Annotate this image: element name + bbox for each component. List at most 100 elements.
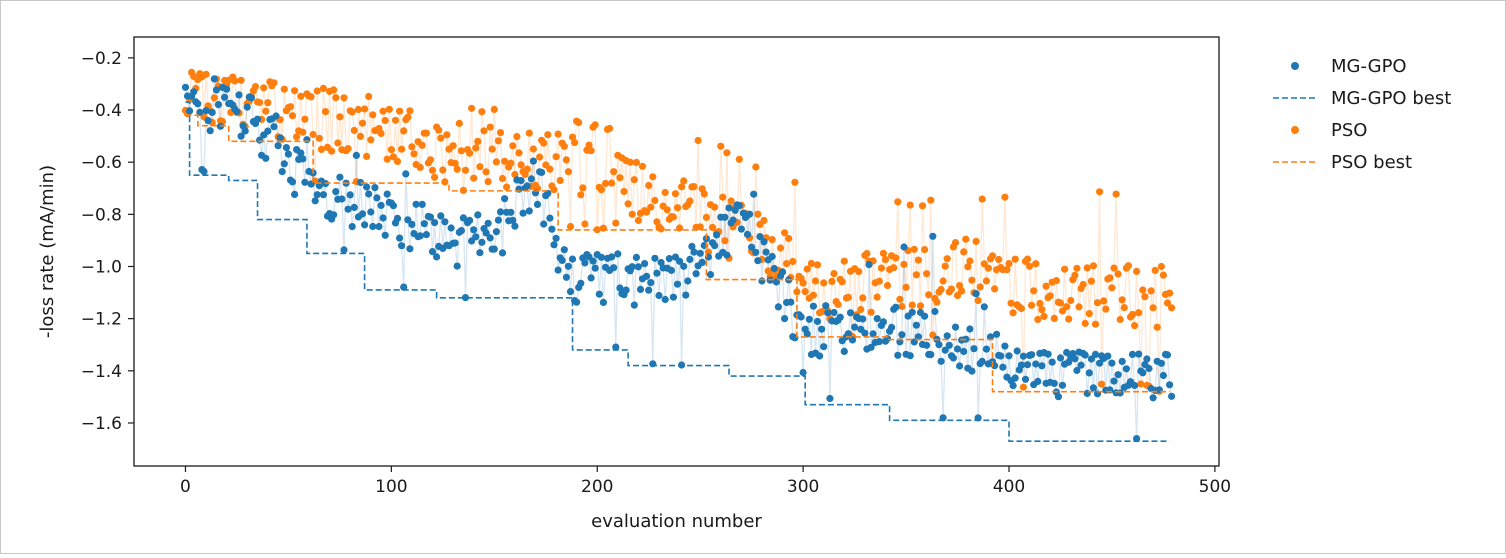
- point-pso: [356, 132, 365, 140]
- point-pso: [1083, 264, 1091, 272]
- point-pso: [1073, 264, 1081, 272]
- point-pso: [488, 145, 496, 153]
- point-mg-gpo: [799, 368, 807, 377]
- point-mg-gpo: [558, 256, 566, 264]
- point-pso: [647, 203, 655, 211]
- point-pso: [855, 268, 863, 276]
- point-pso: [1061, 265, 1069, 273]
- point-pso: [210, 94, 218, 102]
- point-pso: [638, 162, 647, 170]
- point-pso: [585, 141, 593, 149]
- point-pso: [256, 98, 264, 107]
- point-mg-gpo: [274, 142, 282, 150]
- point-mg-gpo: [848, 336, 857, 344]
- point-mg-gpo: [787, 298, 795, 306]
- point-mg-gpo: [676, 257, 684, 265]
- point-pso: [960, 248, 968, 256]
- scatter-points: [181, 68, 1176, 443]
- point-pso: [1003, 266, 1011, 274]
- point-pso: [385, 105, 393, 113]
- point-mg-gpo: [818, 325, 826, 333]
- point-mg-gpo: [731, 206, 739, 214]
- point-mg-gpo: [686, 255, 694, 263]
- point-mg-gpo: [805, 315, 813, 323]
- point-pso: [426, 156, 435, 164]
- point-pso: [696, 223, 704, 231]
- point-mg-gpo: [993, 330, 1001, 338]
- point-pso: [1005, 260, 1013, 268]
- point-mg-gpo: [214, 101, 222, 109]
- point-pso: [894, 198, 902, 206]
- point-pso: [1098, 380, 1106, 388]
- point-pso: [509, 142, 517, 150]
- point-mg-gpo: [208, 108, 216, 116]
- point-pso: [321, 108, 330, 116]
- point-mg-gpo: [431, 219, 439, 227]
- legend-marker-icon: [1291, 126, 1299, 134]
- point-pso: [336, 113, 344, 121]
- point-pso: [354, 105, 362, 114]
- point-mg-gpo: [253, 115, 262, 123]
- point-pso: [754, 210, 762, 218]
- point-mg-gpo: [319, 191, 327, 199]
- point-mg-gpo: [614, 250, 622, 258]
- point-mg-gpo: [562, 273, 571, 281]
- point-pso: [1131, 322, 1139, 330]
- point-pso: [562, 156, 571, 164]
- point-pso: [768, 236, 776, 244]
- point-pso: [933, 298, 941, 306]
- point-mg-gpo: [262, 154, 270, 162]
- point-mg-gpo: [515, 185, 523, 193]
- point-pso: [1096, 188, 1104, 196]
- point-mg-gpo: [894, 351, 902, 359]
- point-mg-gpo: [1118, 357, 1126, 365]
- point-mg-gpo: [665, 255, 673, 263]
- point-mg-gpo: [206, 127, 214, 135]
- point-pso: [760, 216, 768, 225]
- point-mg-gpo: [906, 352, 914, 360]
- point-pso: [560, 142, 568, 150]
- point-pso: [288, 112, 297, 120]
- point-mg-gpo: [509, 216, 517, 224]
- point-pso: [1153, 323, 1161, 331]
- point-pso: [838, 278, 846, 286]
- point-pso: [443, 131, 451, 139]
- point-pso: [1087, 277, 1095, 285]
- legend-marker-icon: [1291, 62, 1299, 70]
- point-pso: [564, 168, 573, 176]
- point-pso: [1034, 315, 1042, 324]
- y-tick-label: −0.4: [81, 101, 122, 121]
- point-mg-gpo: [900, 243, 908, 251]
- point-pso: [307, 93, 315, 101]
- y-tick-label: −0.8: [81, 205, 122, 225]
- legend-item: PSO: [1291, 120, 1367, 141]
- point-mg-gpo: [888, 323, 896, 331]
- point-mg-gpo: [750, 190, 758, 198]
- point-mg-gpo: [943, 332, 951, 340]
- point-pso: [995, 255, 1003, 264]
- point-pso: [451, 159, 459, 167]
- point-pso: [673, 204, 682, 212]
- point-mg-gpo: [873, 315, 881, 323]
- point-pso: [628, 210, 636, 218]
- point-mg-gpo: [233, 108, 241, 116]
- point-mg-gpo: [865, 261, 873, 269]
- point-pso: [807, 259, 816, 268]
- point-pso: [1085, 310, 1093, 318]
- point-pso: [723, 149, 731, 157]
- point-pso: [1017, 304, 1025, 313]
- point-mg-gpo: [365, 190, 373, 198]
- point-pso: [657, 225, 665, 233]
- point-pso: [523, 165, 531, 173]
- point-pso: [1081, 319, 1089, 327]
- point-mg-gpo: [706, 271, 715, 279]
- point-mg-gpo: [478, 238, 486, 246]
- point-pso: [921, 246, 929, 254]
- point-mg-gpo: [869, 330, 877, 338]
- point-mg-gpo: [433, 253, 441, 261]
- point-mg-gpo: [1048, 358, 1056, 366]
- point-pso: [484, 178, 492, 186]
- point-pso: [649, 173, 657, 181]
- point-mg-gpo: [661, 295, 669, 304]
